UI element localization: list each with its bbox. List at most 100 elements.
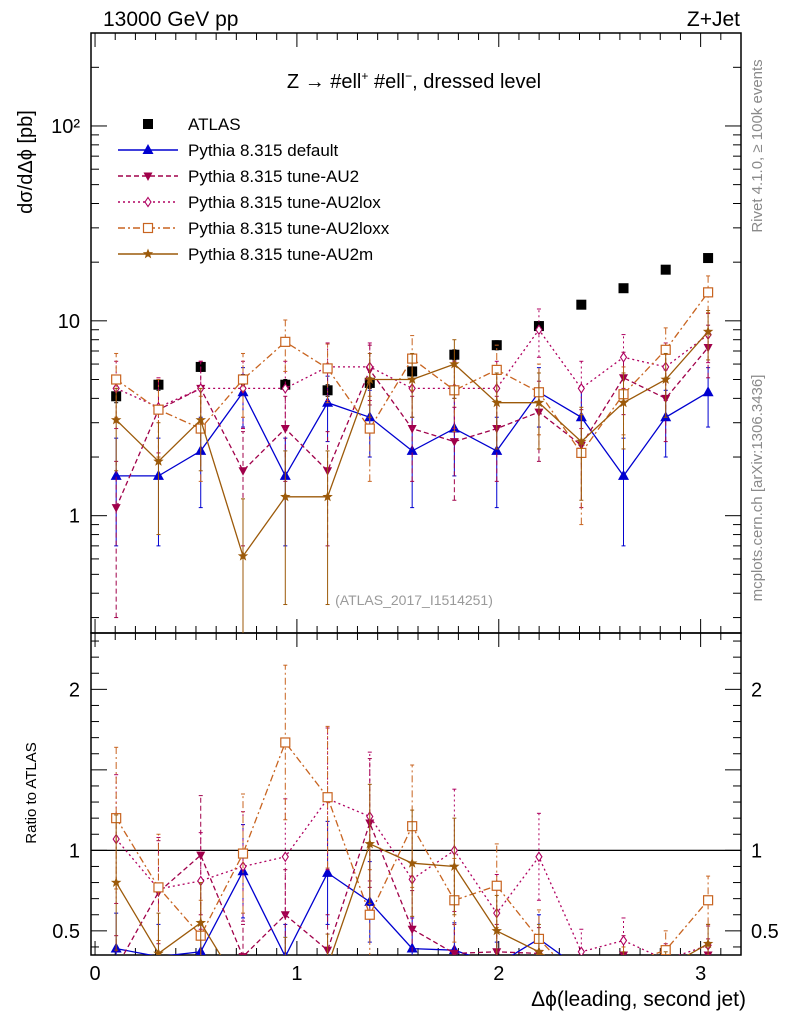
data-point bbox=[702, 287, 714, 298]
data-point bbox=[195, 414, 206, 425]
data-point bbox=[280, 964, 290, 974]
ratio-y-tick-label-left: 0.5 bbox=[52, 921, 80, 943]
legend-marker bbox=[142, 222, 154, 234]
x-tick-label: 2 bbox=[493, 963, 504, 985]
legend-label: ATLAS bbox=[188, 115, 241, 134]
legend-item: Pythia 8.315 tune-AU2 bbox=[118, 167, 359, 186]
x-tick-label: 3 bbox=[695, 963, 706, 985]
legend-marker bbox=[143, 119, 153, 129]
data-point bbox=[618, 964, 628, 974]
data-point bbox=[281, 851, 289, 863]
axis-tick-labels: 0 1 2 3 1 10 10² 0.5 0.5 1 1 2 2 bbox=[51, 116, 779, 985]
series-line bbox=[115, 798, 709, 955]
data-point bbox=[618, 397, 629, 408]
data-point bbox=[364, 374, 375, 384]
data-point bbox=[618, 283, 629, 294]
legend-label: Pythia 8.315 default bbox=[188, 141, 339, 160]
legend-item: Pythia 8.315 tune-AU2loxx bbox=[118, 219, 390, 238]
data-point bbox=[702, 895, 714, 906]
series-line bbox=[122, 821, 709, 955]
data-point bbox=[322, 792, 333, 803]
data-point bbox=[577, 382, 585, 394]
data-point bbox=[280, 491, 291, 502]
data-point bbox=[661, 962, 671, 972]
data-point bbox=[110, 414, 122, 425]
legend-item: Pythia 8.315 default bbox=[118, 141, 339, 160]
legend-item: Pythia 8.315 tune-AU2m bbox=[118, 245, 373, 264]
ratio-series-5 bbox=[110, 783, 714, 997]
data-point bbox=[577, 946, 585, 955]
data-point bbox=[619, 960, 628, 969]
data-point bbox=[237, 848, 249, 859]
data-point bbox=[535, 324, 543, 336]
data-point bbox=[702, 326, 714, 337]
ratio-y-tick-label-right: 1 bbox=[751, 840, 762, 862]
data-point bbox=[576, 974, 587, 984]
y-axis-label: dσ/dΔϕ [pb] bbox=[15, 110, 37, 214]
x-axis-label: Δϕ(leading, second jet) bbox=[531, 988, 746, 1011]
data-point bbox=[660, 264, 671, 275]
data-point bbox=[238, 953, 248, 955]
data-point bbox=[196, 851, 206, 861]
data-point bbox=[577, 977, 586, 986]
data-point bbox=[660, 344, 671, 355]
data-point bbox=[195, 917, 206, 928]
data-point bbox=[533, 397, 545, 408]
data-point bbox=[619, 351, 628, 363]
data-point bbox=[280, 336, 291, 347]
y-tick-label: 1 bbox=[69, 506, 80, 528]
data-point bbox=[280, 425, 290, 434]
data-point bbox=[153, 455, 164, 466]
data-point bbox=[702, 938, 714, 949]
data-point bbox=[153, 947, 164, 955]
data-point bbox=[280, 737, 291, 748]
legend-label: Pythia 8.315 tune-AU2lox bbox=[188, 193, 381, 212]
series-5 bbox=[110, 309, 714, 633]
data-point bbox=[619, 935, 628, 947]
data-point bbox=[660, 978, 671, 988]
data-point bbox=[238, 987, 248, 997]
data-point bbox=[238, 467, 248, 476]
data-point bbox=[406, 444, 418, 455]
data-point bbox=[576, 436, 587, 446]
data-point bbox=[491, 397, 502, 408]
legend-label: Pythia 8.315 tune-AU2m bbox=[188, 245, 373, 264]
data-point bbox=[110, 877, 122, 887]
mcplots-label: mcplots.cern.ch [arXiv:1306.3436] bbox=[749, 375, 766, 602]
data-point bbox=[111, 374, 122, 385]
analysis-watermark: (ATLAS_2017_I1514251) bbox=[335, 592, 493, 608]
legend-label: Pythia 8.315 tune-AU2loxx bbox=[188, 219, 390, 238]
data-point bbox=[449, 949, 459, 955]
data-point bbox=[153, 882, 164, 893]
data-point bbox=[281, 382, 289, 394]
legend-item: Pythia 8.315 tune-AU2lox bbox=[118, 193, 381, 212]
data-point bbox=[111, 504, 121, 513]
ratio-y-tick-label-left: 1 bbox=[69, 840, 80, 862]
data-point bbox=[535, 851, 543, 863]
data-point bbox=[576, 299, 587, 310]
ratio-y-tick-label-right: 0.5 bbox=[751, 921, 779, 943]
legend-marker bbox=[142, 248, 154, 259]
data-point bbox=[237, 374, 249, 385]
data-point bbox=[237, 550, 249, 561]
legend-item: ATLAS bbox=[143, 115, 241, 134]
header-process-label: Z+Jet bbox=[687, 8, 740, 31]
data-point bbox=[665, 954, 667, 955]
ratio-y-tick-label-right: 2 bbox=[751, 679, 762, 701]
data-point bbox=[449, 861, 460, 871]
data-point bbox=[618, 469, 630, 480]
data-point bbox=[407, 425, 417, 434]
plot-title: Z → #ell+ #ell−, dressed level bbox=[287, 69, 541, 93]
header-energy-label: 13000 GeV pp bbox=[103, 8, 238, 31]
legend-marker bbox=[142, 144, 154, 154]
data-point bbox=[491, 880, 502, 891]
rivet-version-label: Rivet 4.1.0, ≥ 100k events bbox=[749, 59, 766, 232]
data-point bbox=[322, 491, 333, 502]
axis-ticks bbox=[91, 32, 742, 955]
data-point bbox=[491, 925, 502, 936]
data-point bbox=[533, 946, 545, 955]
data-point bbox=[280, 911, 290, 920]
data-point bbox=[661, 972, 670, 981]
data-point bbox=[239, 382, 247, 394]
x-tick-label: 0 bbox=[89, 963, 100, 985]
